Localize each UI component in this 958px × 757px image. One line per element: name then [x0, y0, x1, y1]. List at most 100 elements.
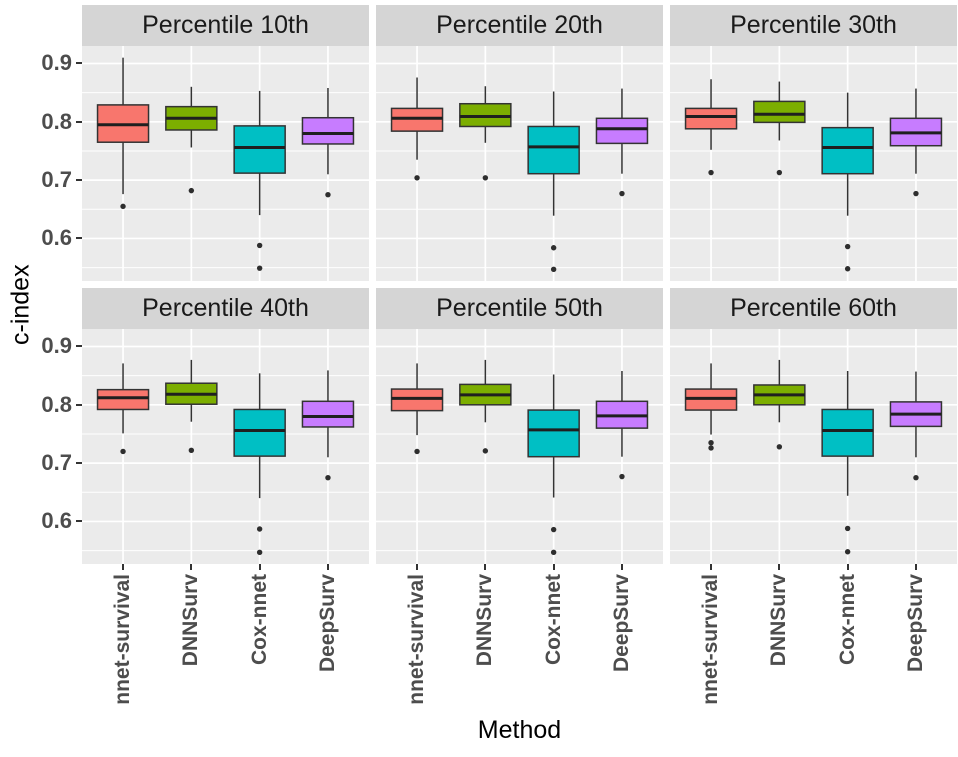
facet-strip-label: Percentile 40th: [142, 294, 309, 322]
y-tick-label: 0.8: [41, 108, 72, 134]
facet-strip: Percentile 50th: [376, 288, 663, 329]
boxplot-nnet-survival: [96, 363, 150, 455]
outlier-point: [708, 169, 714, 176]
x-tick-label: Cox-nnet: [835, 574, 859, 665]
facet-strip-label: Percentile 20th: [436, 11, 603, 39]
x-tick-label: nnet-survival: [111, 574, 135, 705]
x-axis-title: Method: [477, 716, 562, 744]
x-tick-label: DeepSurv: [903, 574, 927, 673]
outlier-point: [256, 242, 263, 249]
x-tick-mark: [778, 564, 781, 570]
y-tick-label: 0.6: [41, 225, 72, 251]
boxplot-DNNSurv: [459, 359, 512, 454]
outlier-point: [550, 526, 557, 533]
x-tick-label: nnet-survival: [405, 574, 429, 705]
x-tick-mark: [190, 564, 193, 570]
gridlines: [670, 46, 957, 281]
facet-strip-label: Percentile 50th: [436, 294, 603, 322]
x-tick-mark: [710, 564, 713, 570]
y-tick-label: 0.7: [41, 450, 72, 476]
x-tick-label: DNNSurv: [473, 574, 497, 667]
boxplot-Cox-nnet: [821, 92, 874, 272]
x-tick-label: DeepSurv: [609, 574, 633, 673]
boxplot-DNNSurv: [753, 359, 806, 450]
x-tick-mark: [552, 564, 555, 570]
outlier-point: [188, 187, 195, 194]
outlier-point: [708, 440, 714, 446]
y-tick-mark: [76, 120, 82, 123]
boxplot-DeepSurv: [889, 88, 943, 197]
x-tick-label: DeepSurv: [315, 574, 339, 673]
y-tick-label: 0.6: [41, 508, 72, 534]
boxplot-DNNSurv: [753, 81, 806, 176]
x-tick-mark: [326, 564, 329, 570]
y-tick-mark: [76, 403, 82, 406]
outlier-point: [325, 474, 331, 481]
boxplot-DeepSurv: [301, 87, 355, 198]
x-tick-label: Cox-nnet: [247, 574, 271, 665]
outlier-point: [844, 243, 851, 250]
facet-panel: [82, 329, 369, 564]
outlier-point: [776, 169, 783, 176]
y-tick-label: 0.8: [41, 391, 72, 417]
facet-panel: [670, 329, 957, 564]
y-tick-label: 0.9: [41, 333, 72, 359]
outlier-point: [414, 448, 420, 455]
boxplot-DNNSurv: [165, 86, 218, 194]
x-tick-label: Cox-nnet: [541, 574, 565, 665]
gridlines: [376, 329, 663, 564]
outlier-point: [482, 175, 489, 181]
boxplot-DNNSurv: [165, 359, 218, 453]
y-tick-label: 0.9: [41, 50, 72, 76]
y-tick-mark: [76, 462, 82, 465]
x-tick-mark: [846, 564, 849, 570]
gridlines: [376, 46, 663, 281]
boxplot-nnet-survival: [96, 57, 150, 210]
outlier-point: [256, 265, 263, 271]
boxplot-DeepSurv: [301, 370, 355, 481]
facet-strip-label: Percentile 30th: [730, 11, 897, 39]
y-tick-label: 0.7: [41, 167, 72, 193]
y-tick-mark: [76, 520, 82, 523]
boxplot-DeepSurv: [595, 370, 649, 480]
boxplot-Cox-nnet: [233, 373, 286, 556]
y-tick-mark: [76, 62, 82, 65]
facet-strip: Percentile 10th: [82, 5, 369, 46]
facet-strip: Percentile 20th: [376, 5, 663, 46]
boxplot-nnet-survival: [390, 77, 444, 181]
facet-strip: Percentile 40th: [82, 288, 369, 329]
boxplot-nnet-survival: [684, 363, 738, 451]
boxplot-Cox-nnet: [527, 91, 580, 273]
x-tick-mark: [122, 564, 125, 570]
gridlines: [82, 46, 369, 281]
outlier-point: [776, 444, 783, 450]
y-tick-mark: [76, 237, 82, 240]
boxplot-DNNSurv: [459, 86, 512, 181]
boxplot-DeepSurv: [889, 371, 943, 481]
outlier-point: [256, 526, 263, 532]
boxplot-Cox-nnet: [821, 370, 874, 555]
y-tick-mark: [76, 179, 82, 182]
outlier-point: [256, 549, 263, 556]
outlier-point: [708, 445, 714, 451]
facet-strip: Percentile 60th: [670, 288, 957, 329]
x-tick-mark: [620, 564, 623, 570]
outlier-point: [844, 525, 851, 532]
boxplot-Cox-nnet: [527, 374, 580, 556]
facet-strip: Percentile 30th: [670, 5, 957, 46]
outlier-point: [550, 549, 557, 556]
outlier-point: [482, 448, 489, 454]
facet-panel: [376, 46, 663, 281]
facet-strip-label: Percentile 60th: [730, 294, 897, 322]
facet-strip-label: Percentile 10th: [142, 11, 309, 39]
outlier-point: [550, 245, 557, 251]
outlier-point: [550, 266, 557, 273]
boxplot-nnet-survival: [390, 363, 444, 455]
x-tick-mark: [484, 564, 487, 570]
y-tick-mark: [76, 345, 82, 348]
boxplot-Cox-nnet: [233, 90, 286, 271]
x-tick-label: nnet-survival: [699, 574, 723, 705]
outlier-point: [188, 447, 195, 453]
outlier-point: [414, 175, 420, 181]
x-tick-mark: [258, 564, 261, 570]
